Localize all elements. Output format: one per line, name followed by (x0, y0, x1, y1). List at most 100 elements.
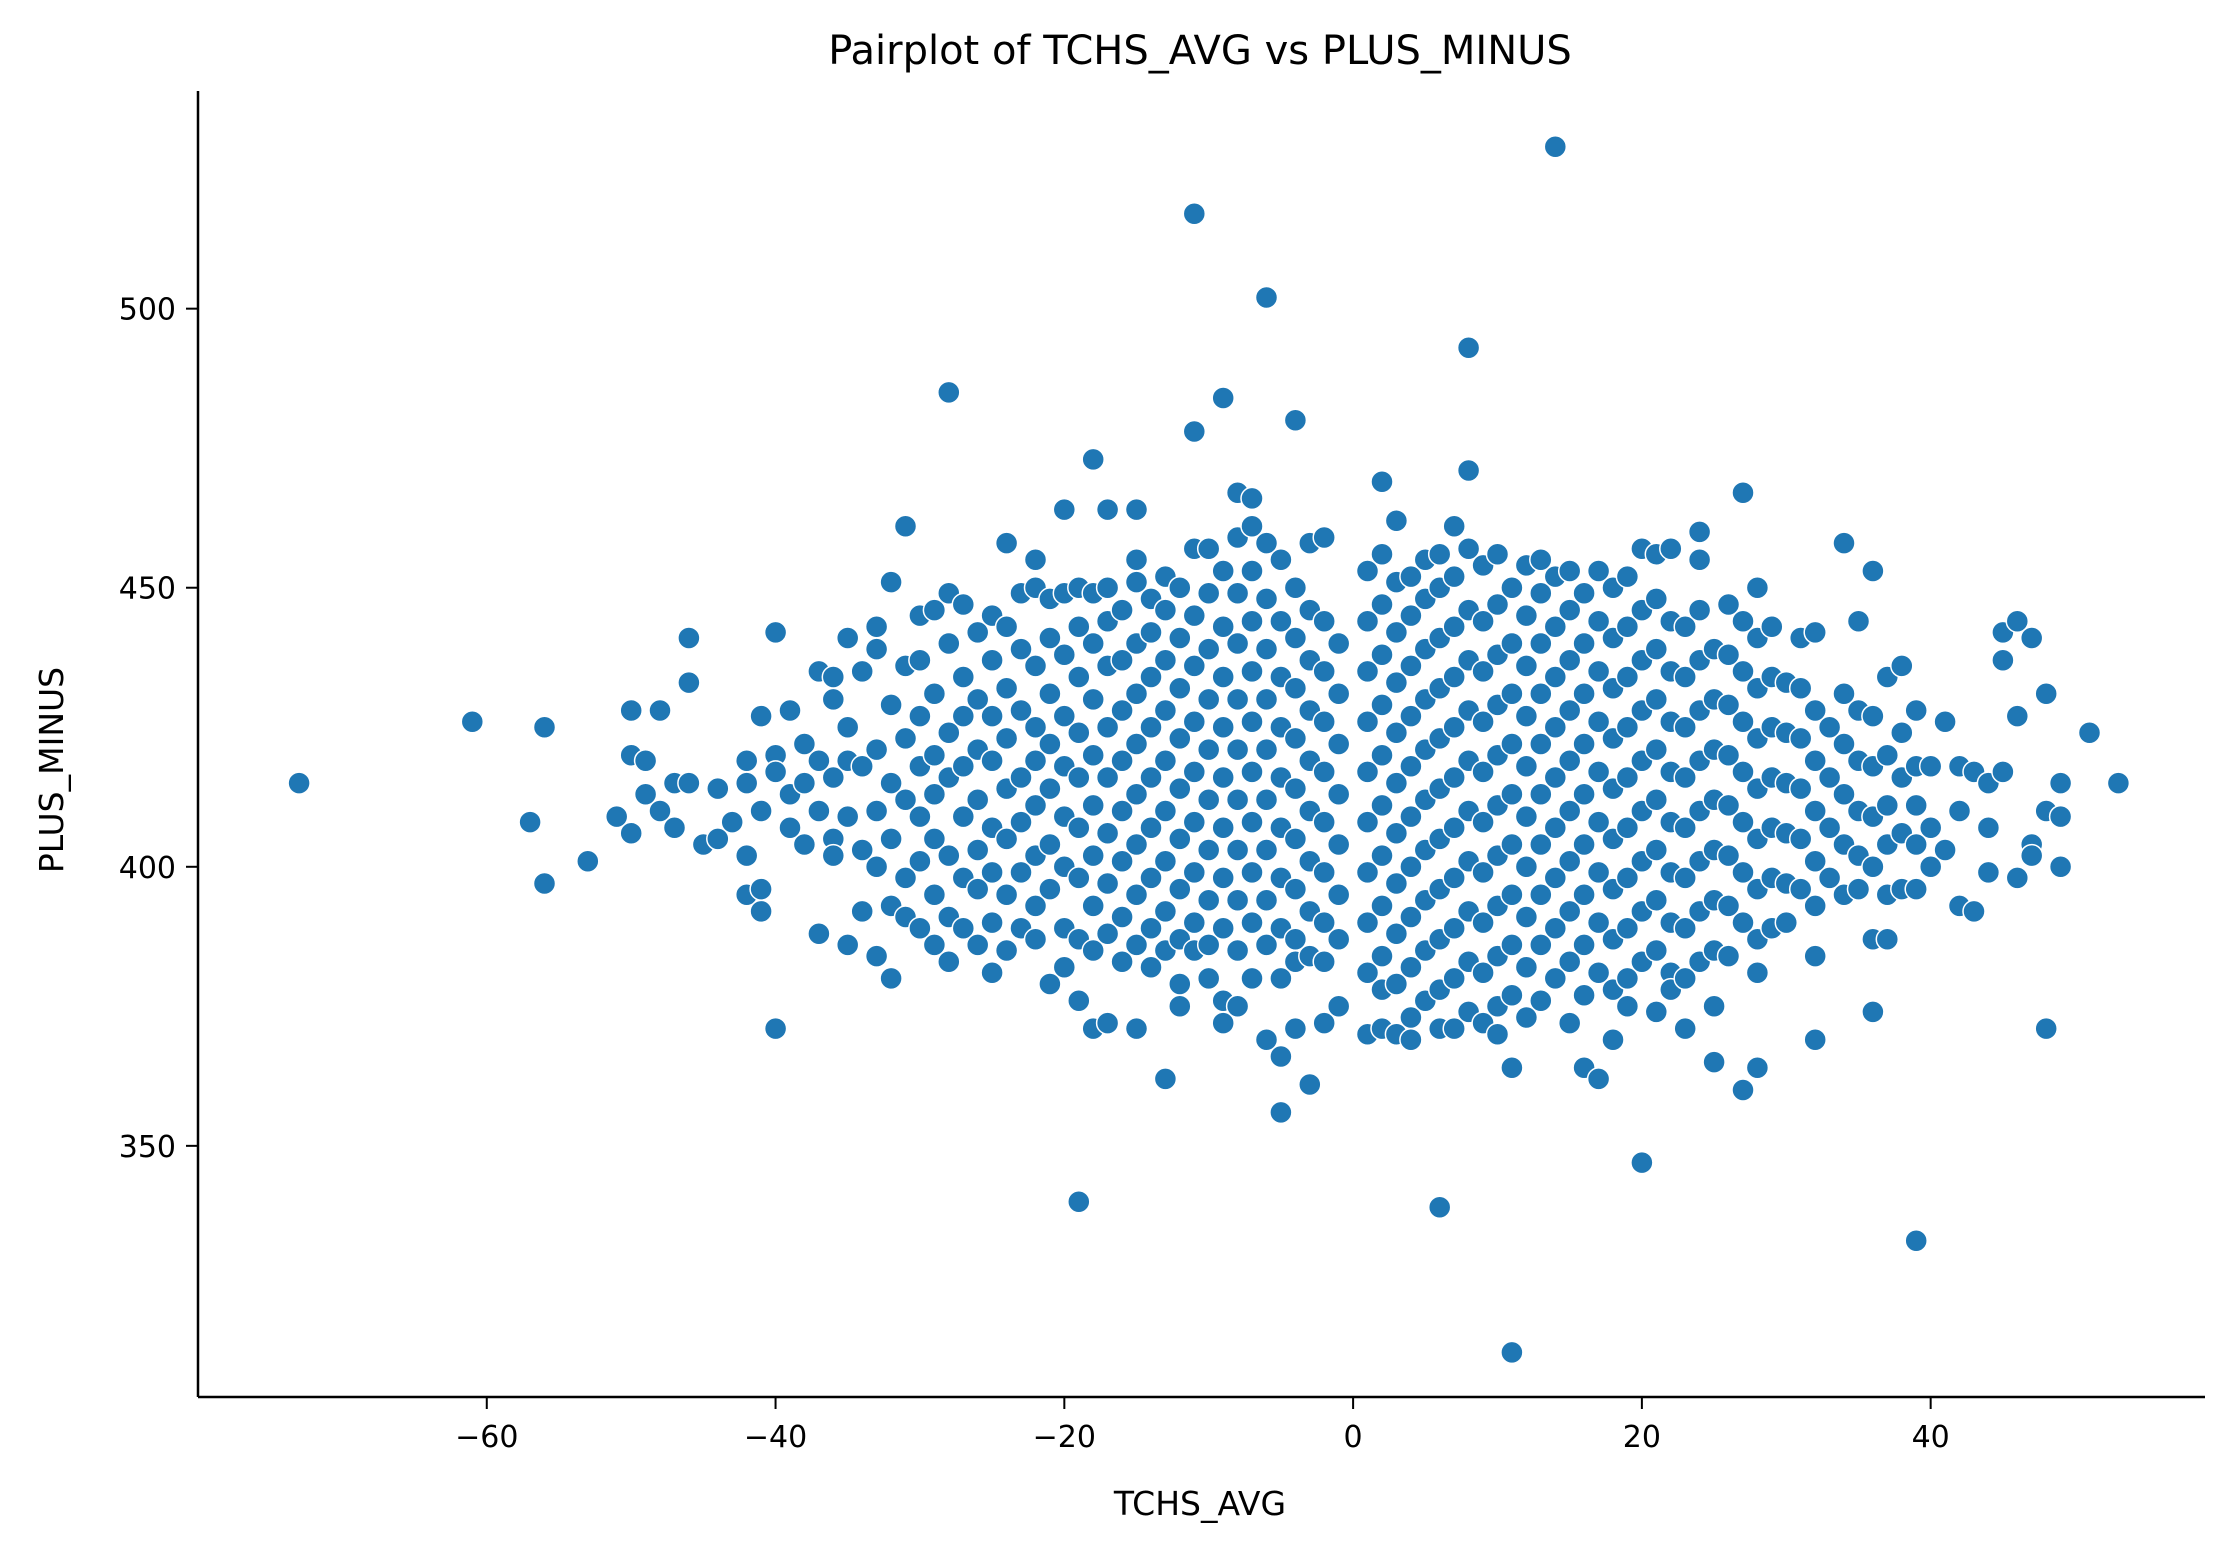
y-tick-label: 450 (119, 572, 176, 607)
scatter-point (1110, 905, 1134, 929)
scatter-point (1861, 855, 1885, 879)
scatter-point (1052, 497, 1077, 522)
scatter-point (2106, 771, 2131, 795)
scatter-point (1067, 765, 1091, 790)
scatter-point (604, 804, 629, 829)
scatter-point (1355, 659, 1380, 684)
scatter-point (1557, 899, 1582, 924)
scatter-point (1355, 709, 1380, 734)
scatter-point (951, 704, 976, 728)
y-axis-label: PLUS_MINUS (32, 667, 71, 873)
scatter-point (1326, 832, 1351, 857)
scatter-point (1471, 860, 1495, 885)
scatter-point (1225, 737, 1250, 762)
scatter-point (922, 782, 947, 806)
scatter-point (1225, 581, 1250, 606)
scatter-point (792, 732, 817, 756)
scatter-point (1370, 592, 1394, 617)
scatter-point (1514, 704, 1539, 728)
scatter-point (1153, 648, 1178, 673)
scatter-point (922, 882, 947, 907)
scatter-point (1615, 966, 1640, 991)
scatter-point (1918, 815, 1943, 840)
scatter-point (749, 877, 773, 901)
scatter-point (1500, 732, 1524, 756)
scatter-point (1846, 609, 1871, 633)
scatter-point (1557, 559, 1582, 583)
scatter-point (1832, 732, 1856, 756)
scatter-point (1168, 676, 1192, 700)
scatter-point (1803, 849, 1827, 873)
scatter-point (1471, 810, 1495, 834)
scatter-point (908, 916, 932, 940)
scatter-point (1168, 776, 1192, 801)
scatter-point (720, 810, 744, 834)
scatter-point (1615, 765, 1640, 790)
scatter-point (1615, 665, 1640, 689)
scatter-point (1543, 815, 1568, 840)
scatter-point (1586, 709, 1611, 734)
x-tick-label: 20 (1623, 1420, 1661, 1455)
y-tick-label: 400 (119, 851, 176, 886)
scatter-point (1615, 715, 1640, 740)
scatter-point (1687, 598, 1712, 622)
scatter-point (1355, 961, 1380, 985)
scatter-point (1038, 832, 1062, 857)
scatter-point (807, 922, 831, 946)
scatter-point (893, 788, 918, 812)
scatter-point (1067, 815, 1091, 840)
scatter-point (1312, 949, 1336, 974)
scatter-point (1095, 922, 1120, 946)
scatter-point (2005, 866, 2030, 890)
scatter-point (1529, 988, 1553, 1013)
scatter-point (1731, 810, 1755, 834)
scatter-point (1803, 944, 1827, 968)
scatter-point (1370, 843, 1394, 868)
scatter-point (1081, 743, 1105, 767)
scatter-point (1788, 877, 1813, 901)
scatter-point (994, 827, 1019, 851)
scatter-point (1557, 598, 1582, 622)
scatter-point (1182, 419, 1207, 444)
scatter-point (1399, 855, 1423, 879)
scatter-point (1586, 559, 1611, 583)
scatter-point (1095, 497, 1120, 522)
scatter-point (1586, 910, 1611, 935)
scatter-point (1500, 882, 1524, 907)
scatter-point (1384, 972, 1409, 996)
scatter-point (1355, 760, 1380, 784)
scatter-point (864, 944, 889, 968)
scatter-point (1023, 654, 1048, 678)
scatter-point (1312, 910, 1336, 935)
scatter-point (532, 871, 557, 896)
scatter-point (1514, 955, 1539, 979)
scatter-point (1702, 994, 1726, 1019)
scatter-point (835, 933, 860, 957)
scatter-point (1673, 765, 1697, 790)
scatter-point (1124, 933, 1149, 957)
scatter-point (1586, 659, 1611, 684)
scatter-point (965, 620, 990, 645)
scatter-point (1543, 665, 1568, 689)
scatter-point (922, 827, 947, 851)
scatter-point (1817, 815, 1842, 840)
scatter-point (1269, 548, 1293, 572)
scatter-point (908, 849, 932, 873)
scatter-point (1399, 955, 1423, 979)
scatter-point (1442, 765, 1466, 790)
scatter-point (2005, 609, 2030, 633)
scatter-point (1803, 799, 1827, 823)
scatter-point (1095, 1011, 1120, 1035)
scatter-point (1485, 592, 1510, 617)
scatter-point (1572, 682, 1596, 706)
scatter-point (1817, 715, 1842, 740)
scatter-point (1485, 1022, 1510, 1046)
scatter-point (1904, 877, 1928, 901)
scatter-point (980, 704, 1004, 728)
scatter-point (1312, 525, 1336, 550)
scatter-point (1601, 1028, 1625, 1052)
y-ticks: 350 400 450 500 (119, 293, 198, 1165)
scatter-point (1557, 949, 1582, 974)
scatter-point (1543, 866, 1568, 890)
